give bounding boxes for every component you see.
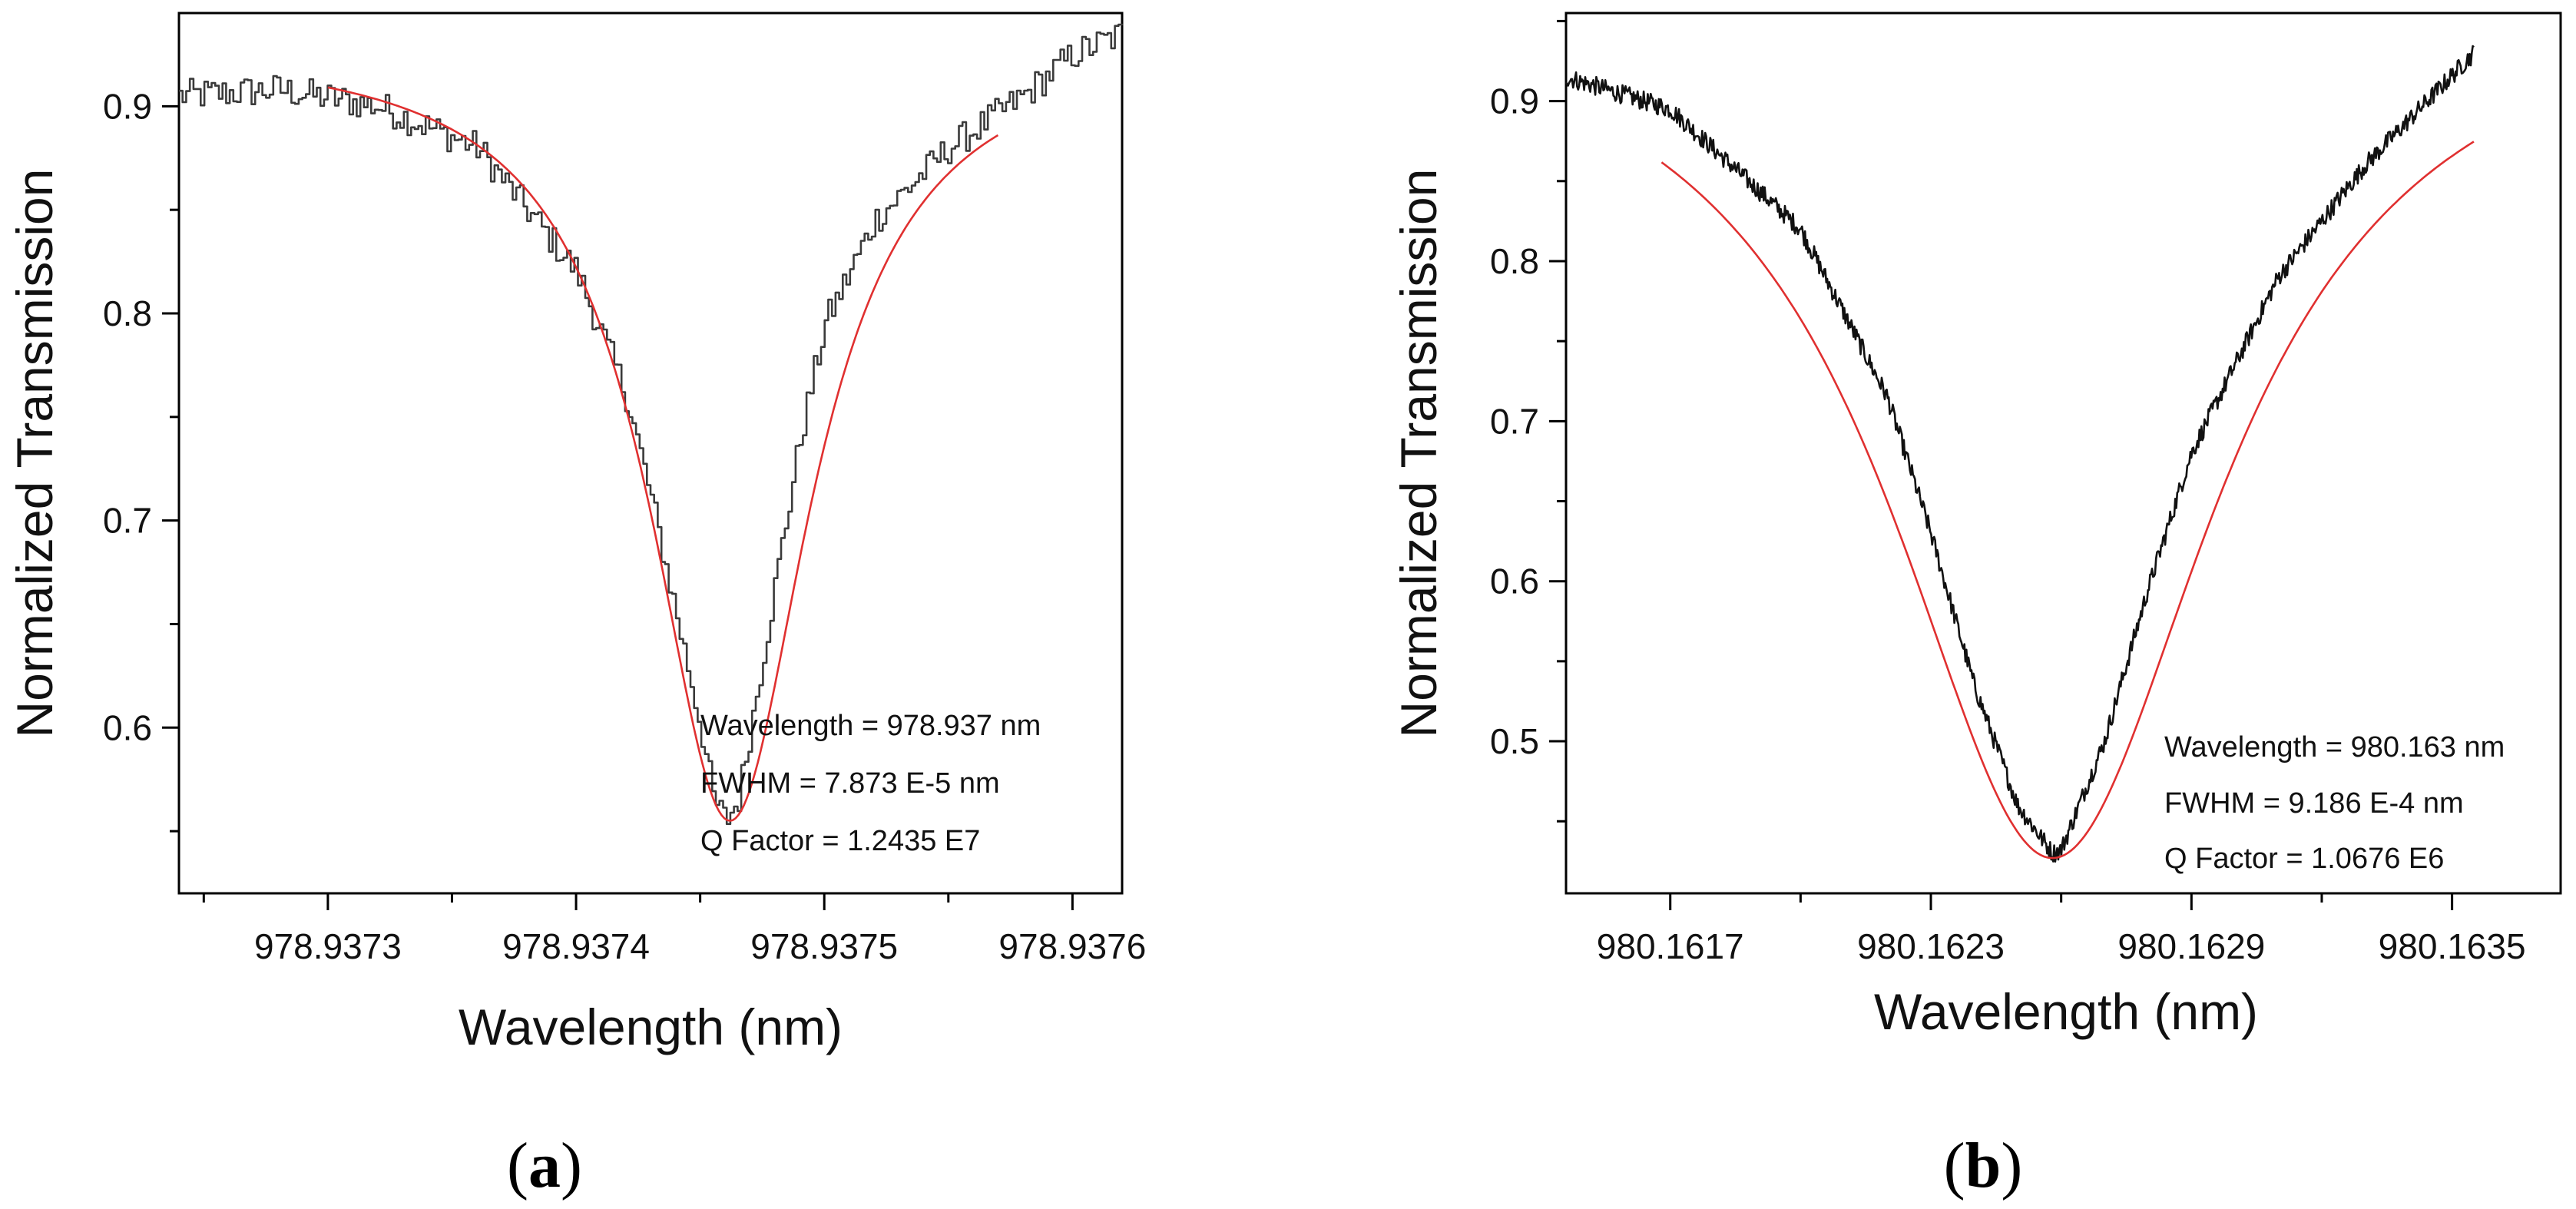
panel-a-ticks: 978.9373 978.9374 978.9375 978.9376 0.6 0.7 0.… <box>103 86 1146 966</box>
panel-a-series <box>179 23 1124 825</box>
panel-b-y-tick-label: 0.5 <box>1490 721 1539 761</box>
panel-a-xlabel: Wavelength (nm) <box>459 999 843 1055</box>
panel-a-y-tick-label: 0.6 <box>103 707 152 747</box>
panel-b: 980.1617 980.1623 980.1629 980.1635 0.5 0.6 0.… <box>1390 12 2562 1201</box>
panel-a-x-tick-label: 978.9376 <box>998 926 1146 966</box>
panel-a-annotation-wavelength: Wavelength = 978.937 nm <box>700 710 1041 742</box>
panel-b-y-tick-label: 0.6 <box>1490 561 1539 601</box>
panel-b-y-tick-label: 0.9 <box>1490 81 1539 121</box>
panel-b-annotation-fwhm: FWHM = 9.186 E-4 nm <box>2164 787 2464 820</box>
panel-b-ylabel: Normalized Transmission <box>1390 169 1447 738</box>
panel-a-plot-frame <box>177 12 1124 895</box>
panel-a: 978.9373 978.9374 978.9375 978.9376 0.6 0.7 0.… <box>6 12 1146 1201</box>
panel-a-annotation-fwhm: FWHM = 7.873 E-5 nm <box>700 767 1000 800</box>
panel-b-series <box>1564 45 2475 863</box>
panel-b-x-tick-label: 980.1629 <box>2117 926 2265 966</box>
panel-a-label: (a) <box>507 1130 582 1201</box>
panel-a-annotation-qfactor: Q Factor = 1.2435 E7 <box>700 825 980 857</box>
panel-a-x-tick-label: 978.9374 <box>502 926 650 966</box>
panel-b-plot-frame <box>1564 12 2562 895</box>
panel-a-ylabel: Normalized Transmission <box>6 169 63 738</box>
panel-a-measured-line <box>179 23 1124 825</box>
panel-b-annotation-wavelength: Wavelength = 980.163 nm <box>2164 731 2505 763</box>
panel-b-xlabel: Wavelength (nm) <box>1874 983 2258 1040</box>
panel-a-x-tick-label: 978.9375 <box>750 926 898 966</box>
panel-b-x-tick-label: 980.1635 <box>2379 926 2526 966</box>
panel-b-y-tick-label: 0.8 <box>1490 241 1539 281</box>
panel-b-fit-line <box>1660 141 2475 860</box>
panel-b-y-tick-label: 0.7 <box>1490 401 1539 441</box>
panel-b-x-tick-label: 980.1623 <box>1857 926 2005 966</box>
panel-a-y-tick-label: 0.9 <box>103 86 152 126</box>
panel-a-x-tick-label: 978.9373 <box>254 926 402 966</box>
panel-b-annotation-qfactor: Q Factor = 1.0676 E6 <box>2164 843 2444 875</box>
panel-b-x-tick-label: 980.1617 <box>1597 926 1744 966</box>
panel-a-y-tick-label: 0.8 <box>103 293 152 333</box>
panel-b-letter: b <box>1965 1130 2002 1201</box>
panel-a-y-tick-label: 0.7 <box>103 501 152 541</box>
panel-b-measured-line <box>1564 45 2475 863</box>
panel-a-fit-line <box>327 86 999 822</box>
panel-b-label: (b) <box>1944 1130 2023 1201</box>
panel-b-ticks: 980.1617 980.1623 980.1629 980.1635 0.5 0.6 0.… <box>1490 19 2526 966</box>
panel-a-letter: a <box>528 1130 561 1201</box>
